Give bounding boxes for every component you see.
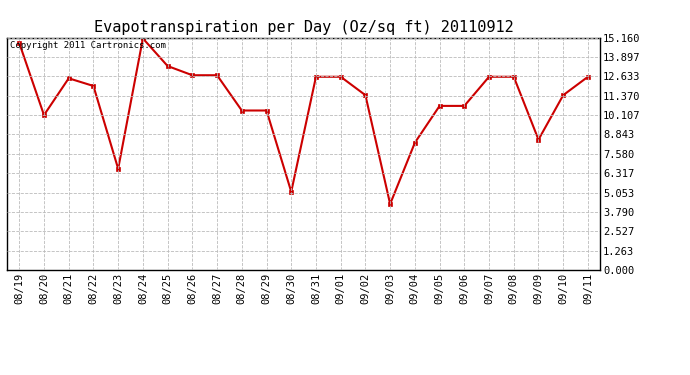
Title: Evapotranspiration per Day (Oz/sq ft) 20110912: Evapotranspiration per Day (Oz/sq ft) 20… [94, 20, 513, 35]
Text: Copyright 2011 Cartronics.com: Copyright 2011 Cartronics.com [10, 41, 166, 50]
